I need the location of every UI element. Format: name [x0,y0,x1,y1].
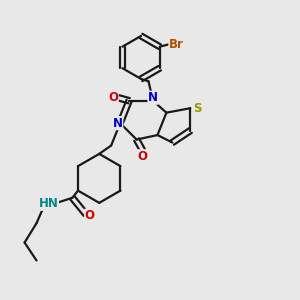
Text: N: N [113,117,123,130]
Text: N: N [148,91,158,104]
Text: S: S [193,102,201,115]
Text: O: O [137,150,148,163]
Text: O: O [85,209,95,222]
Text: HN: HN [38,197,58,210]
Text: O: O [108,91,118,104]
Text: Br: Br [169,38,184,51]
